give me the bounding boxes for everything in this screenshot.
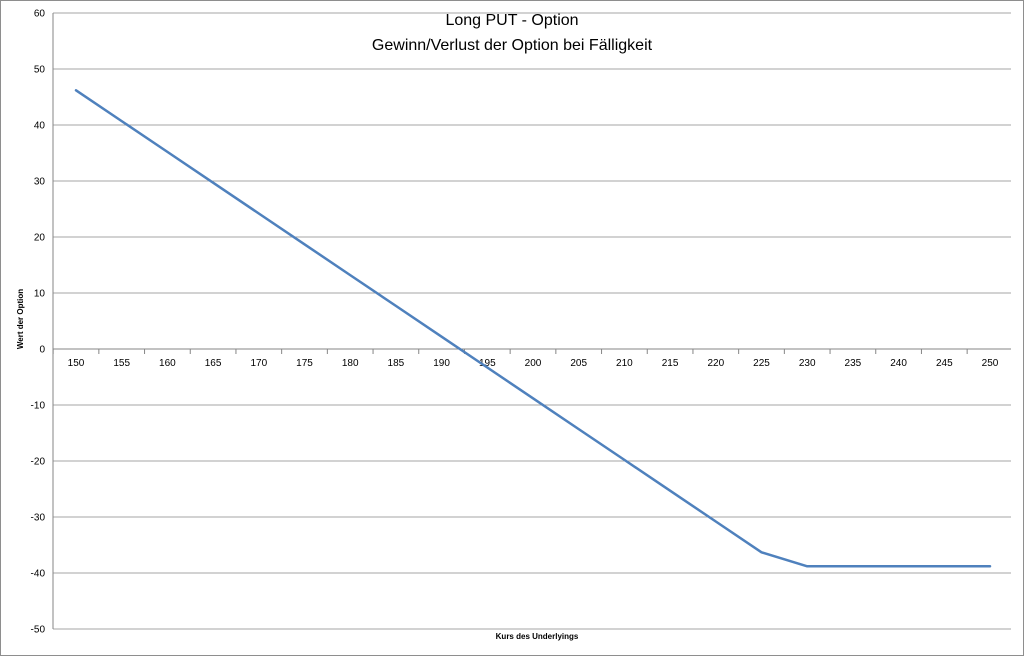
x-tick-label: 245 xyxy=(936,358,953,369)
y-tick-label: 20 xyxy=(34,233,46,244)
y-tick-label: 40 xyxy=(34,121,46,132)
x-tick-label: 235 xyxy=(845,358,862,369)
chart-subtitle: Gewinn/Verlust der Option bei Fälligkeit xyxy=(372,37,653,54)
x-tick-label: 240 xyxy=(890,358,907,369)
x-tick-label: 170 xyxy=(250,358,267,369)
x-tick-label: 210 xyxy=(616,358,633,369)
y-tick-label: 50 xyxy=(34,65,46,76)
y-tick-label: 10 xyxy=(34,289,46,300)
x-tick-label: 150 xyxy=(68,358,85,369)
chart-title: Long PUT - Option xyxy=(445,12,578,29)
y-tick-label: -10 xyxy=(31,401,46,412)
series-line xyxy=(74,89,992,568)
y-tick-label: 30 xyxy=(34,177,46,188)
x-tick-label: 190 xyxy=(433,358,450,369)
y-tick-label: -50 xyxy=(31,625,46,636)
x-tick-label: 155 xyxy=(113,358,130,369)
y-axis-title: Wert der Option xyxy=(16,289,25,349)
y-tick-label: 60 xyxy=(34,9,46,20)
y-tick-label: -30 xyxy=(31,513,46,524)
x-tick-label: 195 xyxy=(479,358,496,369)
x-tick-label: 230 xyxy=(799,358,816,369)
y-tick-label: -40 xyxy=(31,569,46,580)
x-tick-label: 225 xyxy=(753,358,770,369)
series-layer xyxy=(74,89,992,568)
x-tick-label: 200 xyxy=(525,358,542,369)
axes: 60 50 40 30 20 10 0 -10 -20 -30 -40 -50 150 155 160 165… xyxy=(31,9,1011,636)
x-axis-title: Kurs des Underlyings xyxy=(496,632,579,641)
x-tick-label: 180 xyxy=(342,358,359,369)
x-tick-label: 215 xyxy=(662,358,679,369)
y-tick-label: -20 xyxy=(31,457,46,468)
gridlines xyxy=(53,12,1011,630)
x-tick-label: 250 xyxy=(982,358,999,369)
x-tick-label: 185 xyxy=(388,358,405,369)
x-tick-label: 220 xyxy=(707,358,724,369)
x-tick-label: 165 xyxy=(205,358,222,369)
x-tick-label: 175 xyxy=(296,358,313,369)
x-tick-label: 160 xyxy=(159,358,176,369)
x-tick-label: 205 xyxy=(570,358,587,369)
y-tick-label: 0 xyxy=(39,345,45,356)
